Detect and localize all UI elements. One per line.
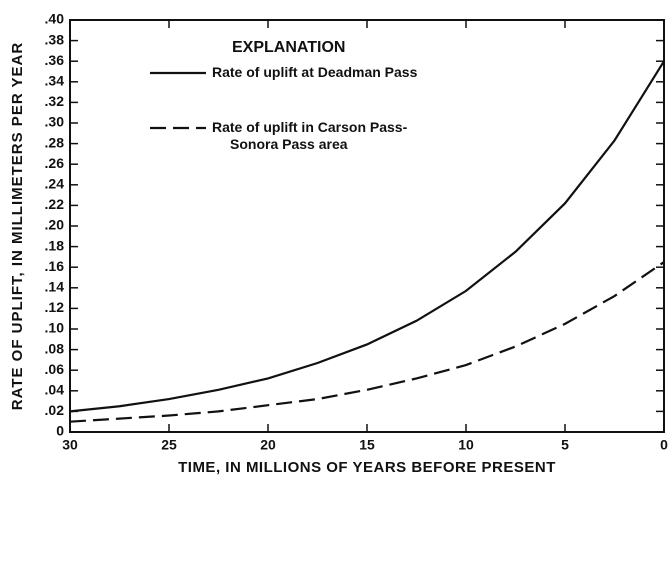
y-tick-label: .28 [45, 134, 65, 150]
y-tick-label: .02 [45, 402, 65, 418]
y-tick-label: .08 [45, 340, 65, 356]
y-tick-label: .10 [45, 320, 65, 336]
y-tick-label: .22 [45, 196, 65, 212]
legend-label: Rate of uplift at Deadman Pass [212, 64, 418, 80]
series-line [69, 261, 665, 423]
y-tick-label: .16 [45, 258, 65, 274]
y-tick-label: .30 [45, 114, 65, 130]
x-axis-label: TIME, IN MILLIONS OF YEARS BEFORE PRESEN… [178, 459, 556, 476]
legend-title: EXPLANATION [232, 39, 345, 56]
x-tick-label: 5 [561, 437, 569, 453]
y-tick-label: .12 [45, 299, 65, 315]
y-tick-label: .26 [45, 155, 65, 171]
x-tick-label: 20 [260, 437, 276, 453]
y-tick-label: .04 [45, 382, 65, 398]
y-tick-label: .20 [45, 217, 65, 233]
x-tick-label: 0 [660, 437, 668, 453]
y-tick-label: .18 [45, 237, 65, 253]
y-tick-label: .32 [45, 93, 65, 109]
x-tick-label: 10 [458, 437, 474, 453]
series-line [69, 60, 665, 413]
x-tick-label: 30 [62, 437, 78, 453]
plot-frame [69, 19, 665, 433]
y-tick-label: .06 [45, 361, 65, 377]
y-tick-label: .36 [45, 52, 65, 68]
y-tick-label: .40 [45, 11, 65, 27]
y-axis-label: RATE OF UPLIFT, IN MILLIMETERS PER YEAR [9, 42, 26, 410]
y-tick-label: .38 [45, 31, 65, 47]
y-tick-label: .24 [45, 176, 65, 192]
x-tick-label: 25 [161, 437, 177, 453]
y-tick-label: 0 [56, 423, 64, 439]
legend-label: Rate of uplift in Carson Pass-Sonora Pas… [212, 119, 408, 152]
y-tick-label: .14 [45, 279, 65, 295]
x-tick-label: 15 [359, 437, 375, 453]
y-tick-label: .34 [45, 73, 65, 89]
